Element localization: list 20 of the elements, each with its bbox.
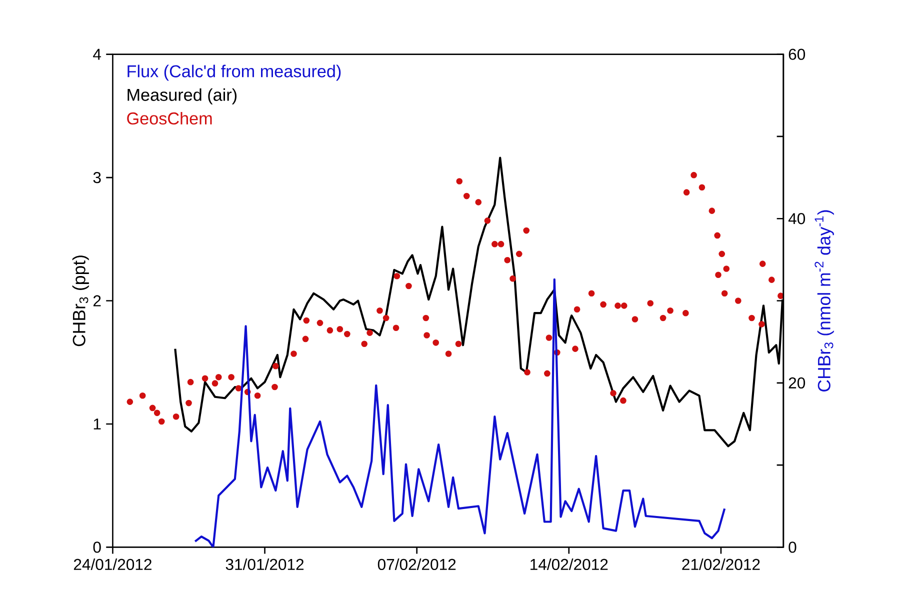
y2-tick-label: 20 [788, 377, 806, 388]
x-tick-label: 14/02/2012 [530, 558, 608, 570]
y-tick-label: 4 [93, 48, 102, 60]
y-tick-label: 2 [93, 295, 101, 306]
x-tick-label: 07/02/2012 [378, 558, 456, 570]
y2-tick-label: 0 [788, 541, 796, 553]
y-tick-label: 3 [93, 172, 101, 183]
text: Flux (Calc'd from measured) [128, 64, 341, 81]
text: GeosChem [127, 112, 212, 124]
y2-tick-label: 40 [788, 212, 806, 224]
y-tick-label: 0 [93, 541, 101, 553]
text: Measured (air) [128, 88, 237, 104]
x-tick-label: 24/01/2012 [74, 558, 152, 570]
line-series [194, 278, 726, 547]
y2-tick-label: 60 [788, 48, 806, 60]
y-tick-label: 1 [94, 418, 101, 430]
y-axis-title: CHBr$_{3}$ (ppt) [72, 255, 89, 346]
x-tick-label: 31/01/2012 [226, 558, 304, 570]
x-tick-label: 21/02/2012 [682, 558, 760, 570]
y2-axis-title: CHBr$_{3}$ (nmol m$^{-2}$ day$^{-1}$) [814, 210, 834, 392]
